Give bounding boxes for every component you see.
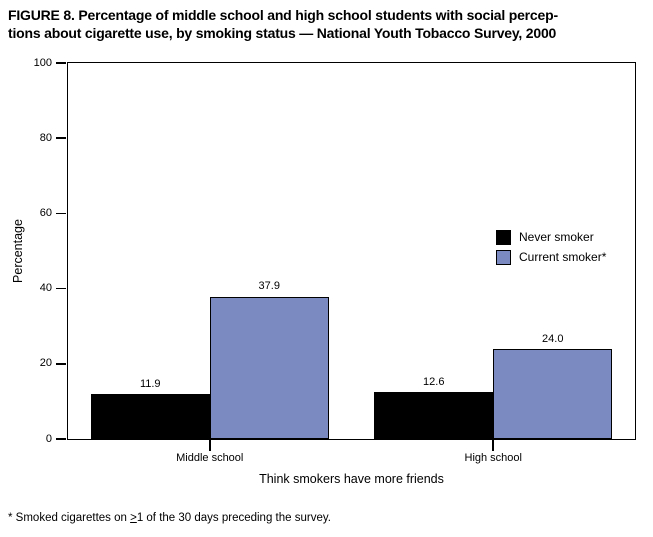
legend-item-never-smoker: Never smoker xyxy=(496,227,606,247)
y-axis-label-text: Percentage xyxy=(11,219,25,283)
y-tick-label-60: 60 xyxy=(39,206,52,219)
legend-swatch-current-smoker xyxy=(496,249,511,265)
bar-high-school-current-smoker xyxy=(493,348,613,439)
figure-title: FIGURE 8. Percentage of middle school an… xyxy=(8,6,653,42)
y-tick-label-20: 20 xyxy=(39,357,52,370)
x-tick-0 xyxy=(208,439,211,451)
bar-middle-school-current-smoker xyxy=(209,296,329,439)
y-tick-label-0: 0 xyxy=(45,432,52,445)
x-axis-label: Think smokers have more friends xyxy=(259,472,444,486)
y-tick-40 xyxy=(56,287,67,290)
bar-value-high-school-current-smoker: 24.0 xyxy=(542,332,564,345)
legend-label-current-smoker: Current smoker* xyxy=(519,250,607,264)
x-category-label-1: High school xyxy=(464,452,522,464)
footnote-geq-symbol: > xyxy=(130,512,137,524)
y-tick-20 xyxy=(56,363,67,365)
legend: Never smoker Current smoker* xyxy=(496,227,606,267)
y-tick-label-80: 80 xyxy=(39,131,52,144)
legend-swatch-never-smoker xyxy=(496,229,511,245)
plot-area: Percentage Never smoker Current smoker* … xyxy=(11,57,636,464)
legend-label-never-smoker: Never smoker xyxy=(519,230,594,244)
y-tick-label-40: 40 xyxy=(39,282,52,295)
bar-value-middle-school-current-smoker: 37.9 xyxy=(258,280,280,293)
y-tick-60 xyxy=(56,212,67,215)
bar-value-high-school-never-smoker: 12.6 xyxy=(423,375,445,388)
bar-middle-school-never-smoker xyxy=(90,394,210,439)
x-category-label-0: Middle school xyxy=(176,452,244,464)
bar-value-middle-school-never-smoker: 11.9 xyxy=(139,378,161,391)
footnote-text-end: 1 of the 30 days preceding the survey. xyxy=(136,512,331,524)
legend-item-current-smoker: Current smoker* xyxy=(496,247,606,267)
x-tick-1 xyxy=(492,439,495,451)
y-tick-80 xyxy=(56,137,67,139)
y-tick-label-100: 100 xyxy=(33,56,52,69)
footnote: * Smoked cigarettes on >1 of the 30 days… xyxy=(8,512,331,524)
y-tick-0 xyxy=(56,438,67,440)
figure-title-line1: FIGURE 8. Percentage of middle school an… xyxy=(8,7,558,23)
y-axis-label: Percentage xyxy=(8,63,28,439)
bar-high-school-never-smoker xyxy=(374,391,494,439)
figure-title-line2: tions about cigarette use, by smoking st… xyxy=(8,25,557,41)
footnote-text: * Smoked cigarettes on xyxy=(8,512,131,524)
y-tick-100 xyxy=(56,62,67,64)
